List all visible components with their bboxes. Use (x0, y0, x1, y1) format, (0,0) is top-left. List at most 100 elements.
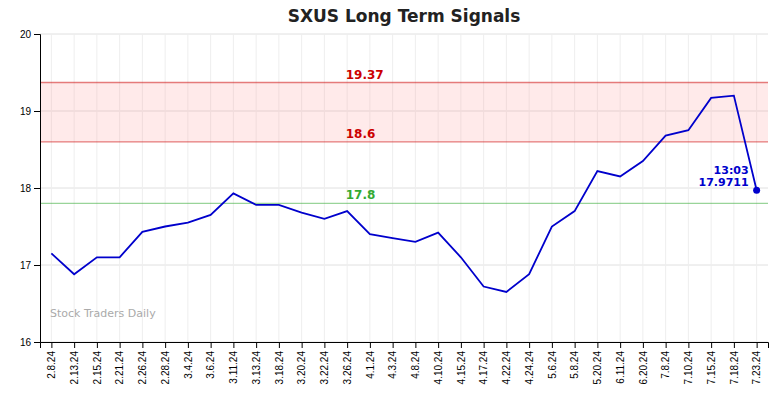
labels: 19.3718.617.813:0317.9711Stock Traders D… (50, 68, 749, 321)
tick: 6.11.24 (615, 342, 626, 384)
tick: 3.11.24 (228, 342, 239, 384)
reference-label: 19.37 (346, 68, 384, 82)
tick-mark (734, 342, 735, 348)
tick: 18 (20, 183, 40, 194)
tick-label: 18 (20, 183, 32, 194)
tick: 4.17.24 (478, 342, 489, 384)
line (51, 96, 756, 292)
tick-label: 4.10.24 (433, 351, 444, 385)
tick-label: 7.15.24 (706, 351, 717, 385)
plot: 16171819202.8.242.13.242.15.242.21.242.2… (20, 29, 769, 385)
tick-mark (666, 342, 667, 348)
grid-line-x (438, 34, 439, 342)
tick-mark (97, 342, 98, 348)
tick-label: 4.15.24 (456, 351, 467, 385)
grid-line-x (574, 34, 575, 342)
tick-label: 20 (20, 29, 32, 40)
reference-label: 18.6 (346, 127, 376, 141)
tick-mark (597, 342, 598, 348)
tick: 7.15.24 (706, 342, 717, 384)
tick-mark (757, 342, 758, 348)
tick: 5.20.24 (592, 342, 603, 384)
tick-mark (34, 111, 40, 112)
reference-line (40, 203, 768, 204)
tick-label: 3.4.24 (183, 351, 194, 379)
tick: 7.10.24 (683, 342, 694, 384)
grid-line-x (324, 34, 325, 342)
tick: 7.23.24 (751, 342, 762, 384)
tick-mark (711, 342, 712, 348)
tick-label: 2.26.24 (137, 351, 148, 385)
tick-mark (643, 342, 644, 348)
tick: 4.24.24 (524, 342, 535, 384)
tick: 2.28.24 (160, 342, 171, 384)
tick-label: 4.8.24 (410, 351, 421, 379)
tick: 3.18.24 (274, 342, 285, 384)
tick-mark (120, 342, 121, 348)
tick: 4.22.24 (501, 342, 512, 384)
tick-label: 2.28.24 (160, 351, 171, 385)
tick-mark (51, 342, 52, 348)
tick: 5.6.24 (547, 342, 558, 379)
grid-line-x (506, 34, 507, 342)
tick-mark (34, 265, 40, 266)
tick-label: 5.20.24 (592, 351, 603, 385)
tick-mark (620, 342, 621, 348)
tick-mark (34, 34, 40, 35)
grid-line-x (233, 34, 234, 342)
tick: 4.15.24 (456, 342, 467, 384)
grid (40, 34, 768, 342)
tick-mark (302, 342, 303, 348)
axis-line (34, 35, 41, 343)
grid-line-x (460, 34, 461, 342)
tick-label: 6.11.24 (615, 351, 626, 384)
tick: 4.8.24 (410, 342, 421, 379)
tick-mark (688, 342, 689, 348)
grid-line-y (40, 34, 768, 35)
axis-line (41, 343, 769, 349)
tick-mark (279, 342, 280, 348)
tick-label: 16 (20, 337, 32, 348)
tick-label: 3.18.24 (274, 351, 285, 385)
tick: 20 (20, 29, 40, 40)
grid-line-y (40, 188, 768, 189)
marks (40, 83, 768, 292)
tick: 3.4.24 (183, 342, 194, 379)
tick-label: 2.8.24 (46, 351, 57, 379)
tick-mark (552, 342, 553, 348)
tick-label: 7.18.24 (729, 351, 740, 385)
tick: 17 (20, 260, 40, 271)
endpoint-dot (753, 187, 760, 194)
grid-line-y (40, 265, 768, 266)
tick-label: 4.24.24 (524, 351, 535, 385)
tick: 2.26.24 (137, 342, 148, 384)
tick-mark (256, 342, 257, 348)
tick-mark (415, 342, 416, 348)
grid-line-x (256, 34, 257, 342)
tick-mark (506, 342, 507, 348)
grid-line-x (165, 34, 166, 342)
tick: 4.1.24 (365, 342, 376, 379)
grid-line-x (96, 34, 97, 342)
tick-mark (211, 342, 212, 348)
grid-line-x (551, 34, 552, 342)
tick: 3.20.24 (296, 342, 307, 384)
grid-line-x (620, 34, 621, 342)
watermark: Stock Traders Daily (50, 307, 156, 320)
tick: 7.8.24 (660, 342, 671, 379)
grid-line-x (119, 34, 120, 342)
grid-line-x (278, 34, 279, 342)
tick-mark (529, 342, 530, 348)
tick-label: 3.11.24 (228, 351, 239, 384)
tick: 2.15.24 (92, 342, 103, 384)
tick-label: 2.13.24 (69, 351, 80, 385)
grid-line-x (483, 34, 484, 342)
tick-label: 3.22.24 (319, 351, 330, 385)
tick-label: 3.20.24 (296, 351, 307, 385)
tick-label: 4.1.24 (365, 351, 376, 379)
tick-mark (438, 342, 439, 348)
shaded-band (40, 83, 768, 142)
tick-mark (461, 342, 462, 348)
tick-label: 2.15.24 (92, 351, 103, 385)
grid-line-x (529, 34, 530, 342)
